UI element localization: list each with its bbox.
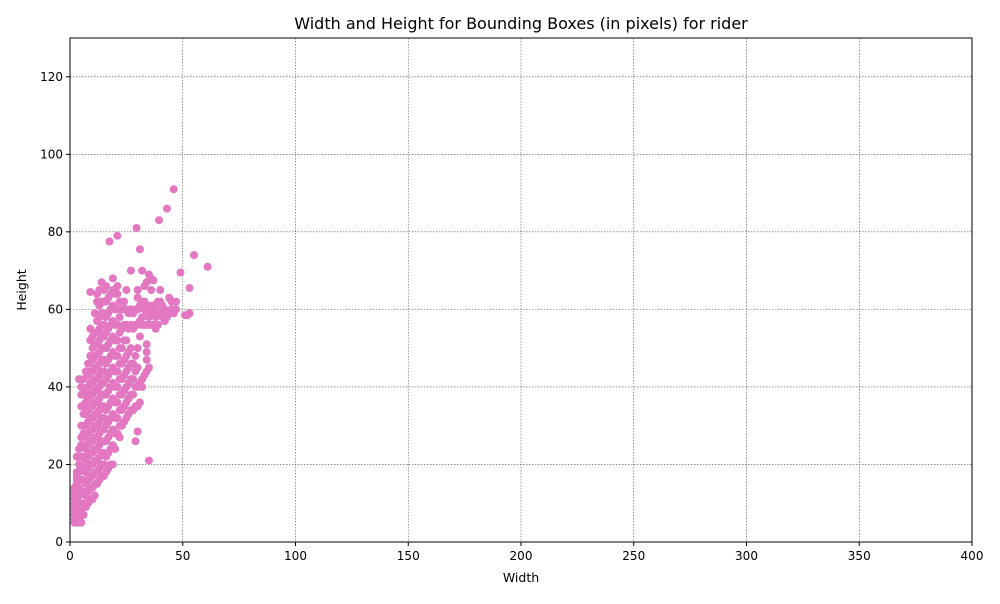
scatter-point — [133, 363, 142, 372]
grid — [69, 38, 973, 543]
scatter-point — [132, 223, 141, 232]
scatter-point — [142, 340, 151, 349]
scatter-point — [133, 427, 142, 436]
scatter-point — [156, 286, 165, 294]
x-tick-label: 350 — [848, 549, 871, 563]
scatter-point — [185, 309, 194, 318]
scatter-point — [153, 320, 162, 329]
scatter-point — [113, 413, 122, 422]
scatter-point — [115, 313, 124, 322]
y-tick-label: 40 — [48, 380, 63, 394]
scatter-point — [129, 390, 138, 399]
scatter-point — [203, 262, 212, 271]
x-tick-label: 0 — [66, 549, 74, 563]
scatter-point — [122, 336, 131, 345]
scatter-point — [90, 491, 99, 500]
scatter-point — [120, 297, 129, 306]
scatter-point — [105, 237, 114, 246]
scatter-point — [126, 266, 135, 275]
y-tick-label: 20 — [48, 457, 63, 471]
scatter-point — [77, 518, 86, 527]
scatter-point — [113, 282, 122, 291]
scatter-point — [131, 351, 140, 360]
x-axis-label: Width — [503, 570, 539, 585]
scatter-point — [133, 344, 142, 353]
x-tick-label: 200 — [510, 549, 533, 563]
scatter-point — [185, 284, 194, 293]
scatter-point — [144, 363, 153, 372]
y-tick-label: 60 — [48, 302, 63, 316]
x-tick-label: 400 — [961, 549, 984, 563]
scatter-point — [102, 282, 111, 291]
y-tick-label: 80 — [48, 225, 63, 239]
scatter-point — [122, 286, 131, 294]
scatter-point — [111, 444, 120, 453]
scatter-point — [176, 268, 185, 277]
data-points — [70, 185, 212, 527]
x-tick-label: 300 — [735, 549, 758, 563]
x-tick-label: 50 — [175, 549, 190, 563]
scatter-point — [144, 456, 153, 465]
scatter-point — [117, 344, 126, 353]
scatter-point — [113, 231, 122, 240]
scatter-point — [142, 355, 151, 364]
scatter-point — [171, 297, 180, 306]
scatter-point — [138, 382, 147, 391]
x-tick-label: 250 — [622, 549, 645, 563]
x-tick-label: 100 — [284, 549, 307, 563]
scatter-point — [131, 437, 140, 446]
scatter-point — [108, 460, 117, 469]
scatter-point — [113, 351, 122, 360]
y-tick-label: 100 — [40, 147, 63, 161]
scatter-point — [149, 276, 158, 285]
scatter-point — [115, 433, 124, 442]
scatter-point — [190, 251, 199, 260]
scatter-point — [135, 398, 144, 407]
scatter-point — [113, 289, 122, 298]
scatter-point — [155, 216, 164, 225]
scatter-point — [171, 305, 180, 314]
scatter-point — [113, 382, 122, 391]
scatter-point — [135, 245, 144, 254]
chart-title: Width and Height for Bounding Boxes (in … — [294, 14, 748, 33]
scatter-point — [126, 344, 135, 353]
scatter-point — [147, 286, 156, 294]
scatter-point — [162, 204, 171, 213]
y-tick-label: 0 — [55, 535, 63, 549]
scatter-point — [135, 332, 144, 341]
scatter-point — [133, 286, 142, 294]
scatter-point — [169, 185, 178, 194]
scatter-point — [86, 287, 95, 296]
scatter-point — [113, 336, 122, 345]
y-tick-label: 120 — [40, 70, 63, 84]
scatter-point — [129, 375, 138, 384]
scatter-point — [142, 348, 151, 357]
axis-ticks: 0 50 100 150 200 250 300 350 400 0 20 40 60 80 100 120 — [40, 70, 983, 563]
scatter-point — [138, 266, 147, 275]
scatter-point — [113, 398, 122, 407]
scatter-point — [113, 367, 122, 376]
scatter-point — [79, 510, 88, 519]
y-axis-label: Height — [14, 269, 29, 310]
x-tick-label: 150 — [397, 549, 420, 563]
scatter-point — [108, 274, 117, 283]
